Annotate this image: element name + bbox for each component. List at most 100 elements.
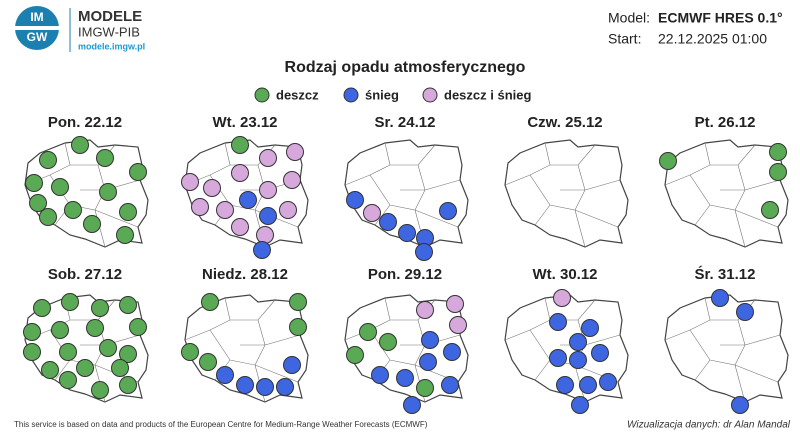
map-panel [181,136,309,259]
precip-dot [441,376,459,394]
region-borders [664,297,781,403]
precip-dot [259,207,277,225]
precip-dot [379,333,397,351]
precip-dot [769,163,787,181]
precip-dot [23,343,41,361]
precip-dot [419,353,437,371]
precip-dot [346,346,364,364]
precip-dot [231,218,249,236]
precip-dot [581,319,599,337]
precip-dot [99,183,117,201]
precip-dot [119,203,137,221]
precip-dot [439,202,457,220]
model-value: ECMWF HRES 0.1° [658,10,783,26]
map-panel [344,139,469,261]
precip-dot [129,318,147,336]
day-label: Wt. 23.12 [212,114,277,131]
precip-dot [569,351,587,369]
precip-dot [39,208,57,226]
precip-dot [199,353,217,371]
precip-dot [379,213,397,231]
precip-dot [59,371,77,389]
precip-dot [549,313,567,331]
precip-dot [276,378,294,396]
precip-dot [256,226,274,244]
map-panel [344,294,469,414]
country-outline [664,139,789,248]
precip-dot [25,174,43,192]
precip-dot [416,379,434,397]
precip-dot [61,293,79,311]
precip-dot [111,359,129,377]
day-label: Pt. 26.12 [695,114,756,131]
precip-dot [51,321,69,339]
legend-swatch [343,87,359,103]
precip-dot [23,323,41,341]
precip-dot [769,143,787,161]
precip-dot [398,224,416,242]
precip-dot [731,396,749,414]
day-label: Pon. 29.12 [368,266,442,283]
map-panel [664,289,789,414]
country-outline [664,294,789,403]
precip-dot [571,396,589,414]
institute: IMGW-PIB [78,24,140,39]
precip-dot [119,345,137,363]
precip-dot [99,339,117,357]
precip-dot [396,369,414,387]
precip-dot [91,381,109,399]
precip-dot [39,151,57,169]
precip-dot [256,378,274,396]
precip-dot [129,163,147,181]
precip-dot [116,226,134,244]
country-outline [504,139,629,248]
credit: Wizualizacja danych: dr Alan Mandal [627,420,791,431]
precip-dot [51,178,69,196]
day-label: Sr. 24.12 [375,114,436,131]
precip-dot [86,319,104,337]
precip-dot [96,149,114,167]
map-panel [24,136,149,248]
precip-dot [289,293,307,311]
map-panel [659,139,789,248]
precip-dot [599,373,617,391]
country-outline [184,294,309,403]
precip-dot [259,181,277,199]
precip-dot [403,396,421,414]
precip-dot [83,215,101,233]
precip-dot [761,201,779,219]
precip-dot [59,343,77,361]
start-label: Start: [608,31,641,47]
precip-dot [579,376,597,394]
precip-dot [191,198,209,216]
map-panel [504,289,629,414]
precip-dot [259,149,277,167]
precip-dot [119,376,137,394]
precip-dot [41,361,59,379]
model-label: Model: [608,10,650,26]
precip-dot [76,359,94,377]
precip-dot [359,323,377,341]
precip-dot [371,366,389,384]
precip-dot [591,344,609,362]
legend-swatch [422,87,438,103]
day-label: Niedz. 28.12 [202,266,288,283]
precip-dot [203,179,221,197]
map-panel [504,139,629,248]
brand: MODELE [78,8,142,25]
precip-dot [443,343,461,361]
precip-dot [346,191,364,209]
logo-text: IM [30,10,43,24]
legend-label: deszcz i śnieg [444,87,531,102]
precip-dot [556,376,574,394]
source-note: This service is based on data and produc… [14,420,428,429]
legend-label: śnieg [365,87,399,102]
precip-dot [216,201,234,219]
precip-dot [569,333,587,351]
precip-dot [64,201,82,219]
precip-dot [181,343,199,361]
day-label: Sob. 27.12 [48,266,122,283]
precip-dot [283,171,301,189]
region-borders [504,142,621,248]
